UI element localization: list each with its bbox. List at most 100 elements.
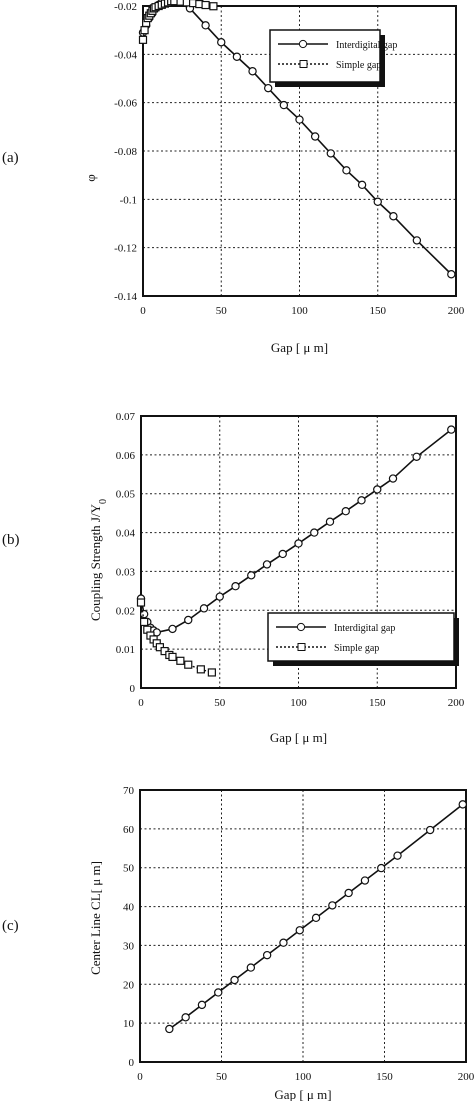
y-tick-label: 20 [123,979,135,991]
y-tick-label: -0.04 [114,49,137,61]
data-point-circle [295,115,304,124]
data-point-circle [165,1024,174,1034]
data-point-square [138,35,148,44]
x-axis-label: Gap [ μ m] [271,340,328,355]
panel-label: (b) [2,532,20,548]
data-point-circle [214,988,223,997]
legend-marker-square [299,60,308,68]
y-tick-label: 0.02 [116,605,135,617]
data-point-circle [326,149,335,158]
chart-panel-c: 0 50 100 150 200 0 10 20 30 40 50 60 70 Gap [ μ m] Cen… [2,785,474,1101]
y-tick-label: -0.14 [114,291,137,303]
data-point-circle [412,452,421,461]
data-point-square [140,617,149,627]
data-point-circle [279,100,289,110]
data-point-circle [246,963,256,972]
data-point-square [176,656,185,665]
data-point-circle [262,950,272,960]
y-tick-label: -0.08 [114,146,137,158]
plot-frame [140,415,457,689]
y-tick-label: 30 [123,940,135,952]
data-point-square [196,665,205,674]
data-point-circle [264,83,273,93]
data-point-square [184,660,193,669]
panel-label: (a) [2,150,19,166]
x-axis-label: Gap [ μ m] [274,1087,331,1101]
series-2 [138,0,218,44]
data-point-circle [184,615,193,625]
y-axis-label: Center Line CL[ μ m] [88,861,103,975]
data-point-square [207,668,216,677]
y-tick-label: 0.07 [116,411,136,423]
legend-marker-square [297,643,306,651]
plot-frame [142,5,457,297]
x-tick-label: 200 [448,697,465,709]
data-point-circle [294,539,303,548]
data-point-circle [248,67,257,76]
y-axis-label: Coupling Strength J/Y0 [88,499,109,621]
legend-box [269,29,381,83]
x-tick-label: 150 [369,697,386,709]
chart-panel-b: 0 50 100 150 200 0 0.01 0.02 0.03 0.04 0.05 0.06 0.0… [2,411,465,745]
data-point-circle [325,517,335,526]
data-point-square [201,0,210,10]
data-point-circle [181,1013,190,1022]
data-point-circle [215,592,224,601]
series-line [140,428,452,634]
data-point-circle [262,560,272,569]
y-tick-label: 70 [123,785,135,797]
x-tick-label: 0 [137,1071,143,1083]
data-point-circle [393,851,402,860]
plot-frame [139,789,467,1063]
series-1 [136,425,456,637]
y-tick-label: 40 [123,902,135,914]
x-axis-label: Gap [ μ m] [270,730,327,745]
data-point-circle [311,913,321,923]
y-tick-label: 0.06 [116,450,136,462]
y-tick-label: 0 [129,1057,135,1069]
y-axis-label-subscript: 0 [98,499,109,504]
legend-label: Simple gap [334,643,379,654]
legend-label: Interdigital gap [336,40,397,51]
data-point-circle [357,180,367,190]
data-point-circle [139,609,149,619]
data-point-circle [389,212,398,221]
legend: Interdigital gap Simple gap [269,29,397,87]
y-axis-label: φ [83,174,98,182]
panel-label: (c) [2,918,19,934]
data-point-circle [357,496,366,505]
data-point-circle [197,1000,207,1010]
data-point-circle [341,507,350,516]
data-point-circle [295,926,304,935]
data-point-circle [231,581,240,591]
x-tick-label: 0 [140,305,146,317]
legend-marker-circle [296,622,306,632]
data-point-circle [247,571,256,580]
legend-label: Interdigital gap [334,623,395,634]
data-point-circle [310,528,319,537]
data-point-square [136,598,146,607]
data-point-circle [217,38,226,47]
data-point-circle [279,938,288,947]
series-2 [136,598,216,677]
series-1 [165,800,467,1034]
data-point-circle [168,624,177,634]
data-point-circle [310,132,320,141]
x-tick-label: 100 [295,1071,312,1083]
x-tick-label: 0 [138,697,144,709]
data-point-square [168,652,177,662]
legend-box [267,612,455,662]
x-tick-label: 50 [216,305,228,317]
y-tick-label: 60 [123,824,135,836]
data-point-circle [278,549,287,559]
data-point-circle [447,270,456,279]
data-point-circle [232,52,242,61]
y-tick-label: -0.06 [114,98,137,110]
data-point-circle [360,876,370,885]
data-point-circle [328,901,337,910]
y-tick-label: -0.1 [120,194,137,206]
data-point-circle [199,604,209,613]
legend: Interdigital gap Simple gap [267,612,459,666]
y-tick-label: 10 [123,1018,135,1030]
